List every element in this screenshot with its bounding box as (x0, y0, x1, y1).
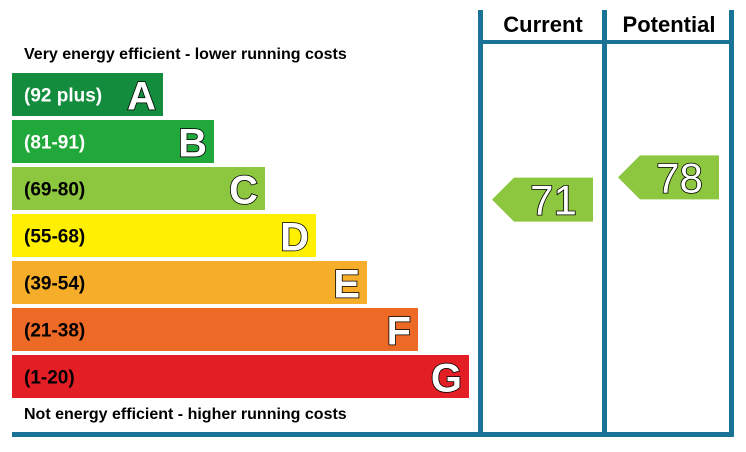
band-g: (1-20) G (12, 355, 469, 401)
band-a: (92 plus) A (12, 73, 163, 119)
potential-rating-value: 78 (656, 154, 703, 201)
potential-column-heading: Potential (623, 12, 716, 37)
band-bar-a (12, 73, 163, 116)
rating-scores: 71 78 (492, 154, 719, 224)
current-rating-arrow (492, 177, 593, 222)
band-bar-f (12, 308, 418, 351)
band-letter: A (127, 75, 156, 119)
band-range-label: (55-68) (24, 227, 85, 248)
band-range-label: (39-54) (24, 274, 85, 295)
band-e: (39-54) E (12, 261, 367, 307)
band-b: (81-91) B (12, 120, 214, 166)
band-d: (55-68) D (12, 214, 316, 260)
frame-bottom-line (12, 432, 734, 437)
band-f: (21-38) F (12, 308, 418, 354)
current-column-heading: Current (503, 12, 583, 37)
band-letter: G (431, 357, 462, 401)
header-divider-line (478, 40, 734, 44)
band-letter: D (280, 216, 309, 260)
current-rating: 71 (492, 176, 593, 224)
band-range-label: (69-80) (24, 180, 85, 201)
potential-rating: 78 (618, 154, 719, 202)
band-bar-g (12, 355, 469, 398)
band-bar-d (12, 214, 316, 257)
band-range-label: (92 plus) (24, 86, 102, 107)
rating-bands: (92 plus) A(81-91) B(69-80) C(55-68) D(39-54… (12, 73, 469, 401)
band-letter: F (387, 310, 411, 354)
potential-rating-arrow (618, 155, 719, 200)
column-divider (602, 10, 607, 432)
band-c: (69-80) C (12, 167, 265, 213)
top-caption: Very energy efficient - lower running co… (24, 46, 347, 63)
band-range-label: (21-38) (24, 321, 85, 342)
potential-column-right-border (729, 10, 734, 432)
band-letter: B (178, 122, 207, 166)
band-letter: C (229, 169, 258, 213)
band-range-label: (81-91) (24, 133, 85, 154)
current-rating-value: 71 (530, 177, 577, 224)
band-letter: E (333, 263, 360, 307)
band-range-label: (1-20) (24, 368, 75, 389)
band-bar-b (12, 120, 214, 163)
chart-frame (12, 10, 734, 437)
band-bar-c (12, 167, 265, 210)
current-column-left-border (478, 10, 483, 432)
band-bar-e (12, 261, 367, 304)
bottom-caption: Not energy efficient - higher running co… (24, 406, 347, 423)
